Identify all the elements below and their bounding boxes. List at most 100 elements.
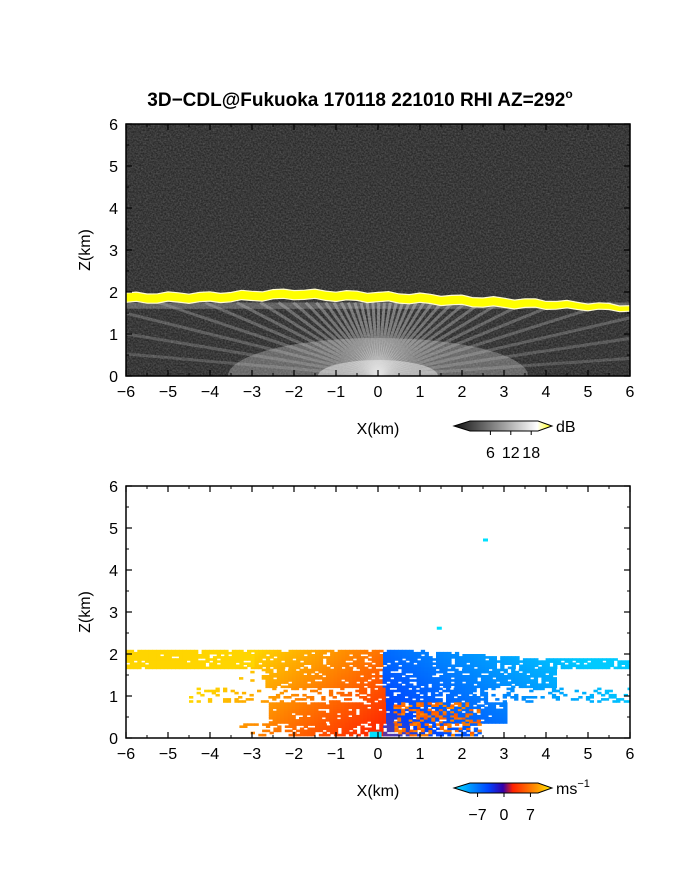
velocity-cell <box>231 649 237 653</box>
velocity-cell <box>602 658 607 661</box>
velocity-cell <box>310 702 315 705</box>
bottom-ytick-label: 2 <box>109 647 118 664</box>
velocity-cell <box>491 687 496 691</box>
velocity-cell <box>265 677 270 680</box>
velocity-cell <box>515 656 520 659</box>
velocity-cell <box>462 723 467 726</box>
velocity-cell <box>333 719 338 722</box>
velocity-cell <box>348 719 353 722</box>
velocity-cell <box>326 666 331 670</box>
velocity-cell <box>428 668 433 672</box>
velocity-cell <box>503 681 508 684</box>
velocity-cell <box>464 696 470 699</box>
velocity-cell <box>428 662 433 665</box>
velocity-cell <box>496 683 501 686</box>
velocity-cell <box>326 729 331 733</box>
velocity-cell <box>394 681 399 684</box>
velocity-cell <box>499 679 505 682</box>
velocity-cell <box>374 706 379 710</box>
velocity-cell <box>386 656 392 659</box>
velocity-cell <box>412 687 417 691</box>
velocity-cell <box>276 712 281 716</box>
velocity-cell <box>454 675 459 678</box>
velocity-cell <box>375 670 380 674</box>
velocity-cell <box>315 725 320 728</box>
velocity-cell <box>461 704 466 707</box>
velocity-cell <box>465 679 471 682</box>
velocity-cell <box>333 666 339 670</box>
velocity-cell <box>295 721 300 724</box>
velocity-cell <box>268 710 274 714</box>
velocity-cell <box>224 651 229 655</box>
colorbar-tick-label: 7 <box>526 807 535 824</box>
velocity-cell <box>413 729 418 733</box>
velocity-cell <box>268 714 274 718</box>
velocity-cell <box>370 714 376 718</box>
velocity-cell <box>541 679 546 682</box>
velocity-cell <box>417 666 422 670</box>
velocity-cell <box>363 670 368 674</box>
velocity-cell <box>336 704 342 707</box>
velocity-cell <box>465 708 470 712</box>
velocity-cell <box>389 706 395 710</box>
velocity-cell <box>129 660 135 663</box>
top-xtick-label: −1 <box>327 384 345 401</box>
velocity-cell <box>167 660 172 663</box>
velocity-cell <box>330 729 335 733</box>
velocity-cell <box>272 714 277 718</box>
velocity-cell <box>265 725 271 728</box>
velocity-cell <box>234 700 239 703</box>
velocity-cell <box>250 662 255 665</box>
velocity-cell <box>359 687 364 691</box>
velocity-cell <box>315 662 320 665</box>
velocity-cell <box>393 712 398 716</box>
velocity-cell <box>461 714 466 718</box>
velocity-cell <box>306 721 311 724</box>
velocity-cell <box>367 729 373 733</box>
velocity-cell <box>337 654 342 657</box>
velocity-cell <box>529 700 534 703</box>
velocity-cell <box>291 683 297 686</box>
velocity-cell <box>144 651 150 655</box>
velocity-cell <box>345 649 350 653</box>
velocity-cell <box>431 710 436 714</box>
velocity-cell <box>594 660 599 663</box>
velocity-cell <box>333 708 338 712</box>
velocity-cell <box>250 658 255 661</box>
velocity-cell <box>492 672 497 676</box>
velocity-cell <box>209 664 214 668</box>
velocity-cell <box>370 700 375 703</box>
velocity-cell <box>534 664 539 668</box>
velocity-cell <box>435 719 440 722</box>
velocity-cell <box>317 710 323 714</box>
velocity-cell <box>491 704 497 707</box>
velocity-cell <box>302 710 308 714</box>
velocity-cell <box>397 702 402 705</box>
velocity-cell <box>288 649 293 653</box>
velocity-cell <box>451 733 456 737</box>
velocity-cell <box>389 689 394 693</box>
velocity-cell <box>393 710 398 714</box>
velocity-cell <box>228 664 233 668</box>
velocity-cell <box>126 649 131 653</box>
velocity-cell <box>541 670 546 674</box>
velocity-cell <box>469 685 474 689</box>
velocity-cell <box>359 689 364 693</box>
velocity-cell <box>526 660 531 663</box>
velocity-cell <box>438 712 444 716</box>
velocity-cell <box>450 675 455 678</box>
velocity-cell <box>499 710 504 714</box>
velocity-cell <box>367 651 373 655</box>
velocity-cell <box>431 683 437 686</box>
velocity-cell <box>556 660 562 663</box>
velocity-cell <box>541 683 546 686</box>
velocity-cell <box>265 670 270 674</box>
velocity-cell <box>182 656 187 659</box>
velocity-cell <box>329 668 334 672</box>
bottom-colorbar-ticks: −7 0 7 <box>468 793 535 824</box>
velocity-cell <box>476 696 481 699</box>
velocity-cell <box>458 660 463 663</box>
velocity-cell <box>299 731 305 735</box>
velocity-cell <box>341 677 346 680</box>
velocity-cell <box>383 731 388 735</box>
